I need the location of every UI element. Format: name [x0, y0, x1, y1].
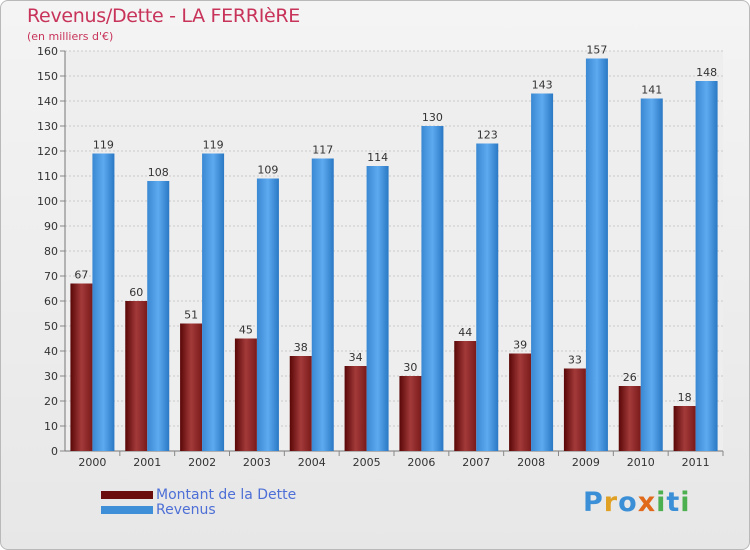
legend: Montant de la Dette Revenus: [101, 486, 297, 518]
x-tick-label: 2005: [353, 456, 381, 469]
y-tick-label: 60: [44, 295, 58, 308]
bar-debt: [289, 356, 312, 451]
bar-debt: [125, 301, 148, 451]
legend-swatch-revenue: [101, 505, 153, 514]
data-label-debt: 44: [458, 326, 472, 339]
y-tick-label: 90: [44, 220, 58, 233]
bar-revenue: [640, 98, 663, 451]
y-tick-label: 130: [37, 120, 58, 133]
y-tick-label: 40: [44, 345, 58, 358]
x-tick-label: 2003: [243, 456, 271, 469]
bar-revenue: [476, 143, 499, 451]
data-label-debt: 67: [74, 269, 88, 282]
logo-letter: i: [656, 487, 667, 518]
bar-debt: [509, 353, 532, 451]
legend-label-revenue: Revenus: [156, 501, 216, 518]
bar-revenue: [202, 153, 225, 451]
bar-debt: [563, 368, 586, 451]
bar-debt: [618, 386, 641, 451]
bar-revenue: [421, 126, 444, 451]
data-label-revenue: 108: [148, 166, 169, 179]
data-label-debt: 30: [403, 361, 417, 374]
logo-letter: r: [603, 487, 619, 518]
data-label-revenue: 119: [93, 139, 114, 152]
data-label-revenue: 109: [257, 164, 278, 177]
data-label-debt: 33: [568, 354, 582, 367]
logo-letter: o: [618, 487, 638, 518]
y-tick-label: 150: [37, 70, 58, 83]
x-tick-label: 2000: [78, 456, 106, 469]
data-label-revenue: 123: [477, 129, 498, 142]
data-label-revenue: 143: [532, 79, 553, 92]
y-tick-label: 20: [44, 395, 58, 408]
data-label-revenue: 119: [203, 139, 224, 152]
bar-revenue: [695, 81, 718, 451]
y-tick-label: 140: [37, 95, 58, 108]
x-tick-label: 2009: [572, 456, 600, 469]
bar-debt: [234, 338, 257, 451]
x-tick-label: 2010: [627, 456, 655, 469]
legend-swatch-debt: [101, 490, 153, 499]
legend-item-revenue: Revenus: [101, 501, 296, 518]
data-label-debt: 45: [239, 324, 253, 337]
bar-revenue: [366, 166, 389, 451]
data-label-debt: 39: [513, 339, 527, 352]
data-label-debt: 51: [184, 309, 198, 322]
x-tick-label: 2001: [133, 456, 161, 469]
y-tick-label: 120: [37, 145, 58, 158]
data-label-revenue: 130: [422, 111, 443, 124]
y-tick-label: 10: [44, 420, 58, 433]
y-tick-label: 110: [37, 170, 58, 183]
bar-debt: [180, 323, 203, 451]
logo-letter: P: [583, 487, 604, 518]
bar-revenue: [311, 158, 334, 451]
legend-label-debt: Montant de la Dette: [156, 486, 297, 503]
bar-revenue: [92, 153, 115, 451]
logo-letter: t: [666, 487, 681, 518]
logo-letter: i: [680, 487, 691, 518]
data-label-debt: 38: [294, 341, 308, 354]
bar-debt: [399, 376, 422, 451]
data-label-debt: 60: [129, 286, 143, 299]
y-tick-label: 50: [44, 320, 58, 333]
data-label-revenue: 148: [696, 66, 717, 79]
y-tick-label: 0: [51, 445, 58, 458]
y-tick-label: 70: [44, 270, 58, 283]
bar-debt: [673, 406, 696, 451]
x-tick-label: 2006: [407, 456, 435, 469]
bar-debt: [70, 283, 93, 451]
chart-title: Revenus/Dette - LA FERRIèRE: [27, 5, 300, 27]
bar-debt: [344, 366, 367, 451]
proxiti-logo: Proxiti: [583, 487, 691, 518]
bar-revenue: [147, 181, 170, 451]
y-tick-label: 100: [37, 195, 58, 208]
data-label-revenue: 157: [586, 44, 607, 57]
bar-revenue: [531, 93, 554, 451]
bar-revenue: [585, 58, 608, 451]
bar-revenue: [256, 178, 279, 451]
y-tick-label: 80: [44, 245, 58, 258]
x-tick-label: 2004: [298, 456, 326, 469]
bar-debt: [454, 341, 477, 451]
data-label-revenue: 141: [641, 84, 662, 97]
data-label-debt: 26: [623, 371, 637, 384]
data-label-revenue: 114: [367, 151, 388, 164]
data-label-revenue: 117: [312, 144, 333, 157]
data-label-debt: 34: [349, 351, 363, 364]
x-tick-label: 2011: [682, 456, 710, 469]
y-tick-label: 30: [44, 370, 58, 383]
logo-letter: x: [637, 487, 657, 518]
x-tick-label: 2002: [188, 456, 216, 469]
x-tick-label: 2007: [462, 456, 490, 469]
chart-subtitle: (en milliers d'€): [27, 30, 114, 43]
legend-item-debt: Montant de la Dette: [101, 486, 297, 503]
y-tick-label: 160: [37, 45, 58, 58]
x-tick-label: 2008: [517, 456, 545, 469]
data-label-debt: 18: [678, 391, 692, 404]
